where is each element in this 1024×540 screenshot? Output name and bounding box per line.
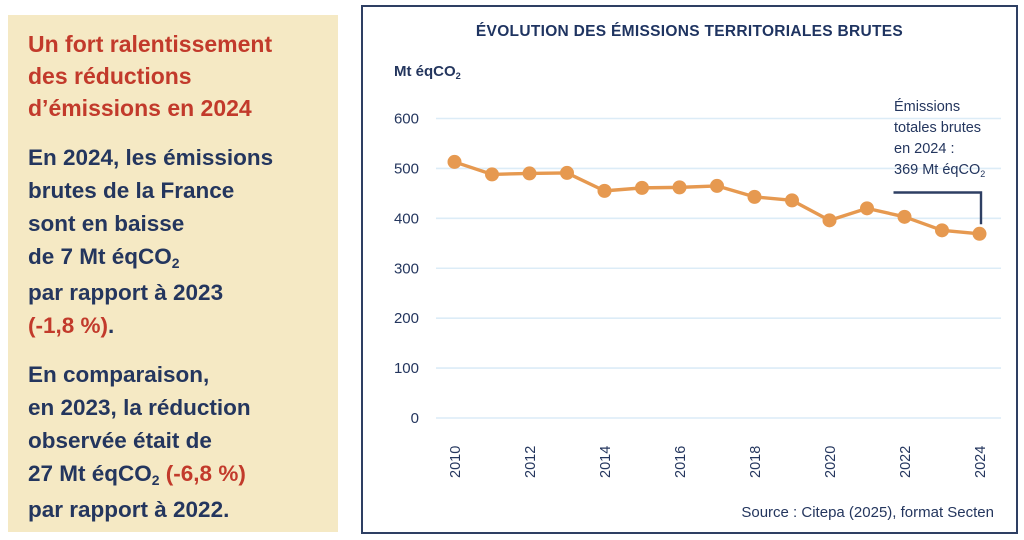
co2-subscript: 2 (151, 472, 160, 489)
svg-text:300: 300 (394, 260, 419, 277)
p2-text: En comparaison, en 2023, la réduction ob… (28, 362, 251, 486)
y-axis-unit-label: Mt éqCO2 (394, 63, 461, 81)
panel-heading: Un fort ralentissement des réductions d’… (28, 31, 273, 121)
chart-card: ÉVOLUTION DES ÉMISSIONS TERRITORIALES BR… (361, 5, 1018, 534)
co2-subscript: 2 (171, 255, 180, 272)
svg-text:2024: 2024 (973, 446, 989, 478)
co2-subscript: 2 (455, 70, 461, 81)
panel-paragraph-1: En 2024, les émissions brutes de la Fran… (28, 141, 318, 342)
svg-text:500: 500 (394, 160, 419, 177)
svg-text:2016: 2016 (673, 446, 689, 478)
svg-text:600: 600 (394, 111, 419, 128)
chart-source: Source : Citepa (2025), format Secten (741, 504, 994, 521)
co2-subscript: 2 (980, 168, 986, 179)
p1-text: En 2024, les émissions brutes de la Fran… (28, 145, 274, 269)
panel-paragraph-2: En comparaison, en 2023, la réduction ob… (28, 358, 318, 526)
highlight-panel: Un fort ralentissement des réductions d’… (8, 15, 338, 532)
p1-text: par rapport à 2023 (28, 280, 224, 305)
p2-text: par rapport à 2022. (28, 497, 230, 522)
svg-text:2018: 2018 (748, 446, 764, 478)
svg-text:0: 0 (411, 410, 419, 427)
p1-percentage: (-1,8 %) (28, 313, 109, 338)
p2-percentage: (-6,8 %) (159, 461, 246, 486)
svg-text:100: 100 (394, 360, 419, 377)
svg-text:2022: 2022 (898, 446, 914, 478)
chart-title: ÉVOLUTION DES ÉMISSIONS TERRITORIALES BR… (475, 23, 904, 40)
svg-text:2010: 2010 (448, 446, 464, 478)
svg-text:2020: 2020 (823, 446, 839, 478)
svg-text:200: 200 (394, 310, 419, 327)
chart-annotation: Émissions totales brutes en 2024 : 369 M… (894, 99, 986, 179)
p1-period: . (108, 313, 115, 338)
svg-text:400: 400 (394, 210, 419, 227)
emissions-line-chart: 0 100 200 300 400 500 600 2010 2012 2014 2016 2018 2… (394, 111, 1001, 478)
svg-text:2014: 2014 (598, 446, 614, 478)
svg-text:2012: 2012 (523, 446, 539, 478)
